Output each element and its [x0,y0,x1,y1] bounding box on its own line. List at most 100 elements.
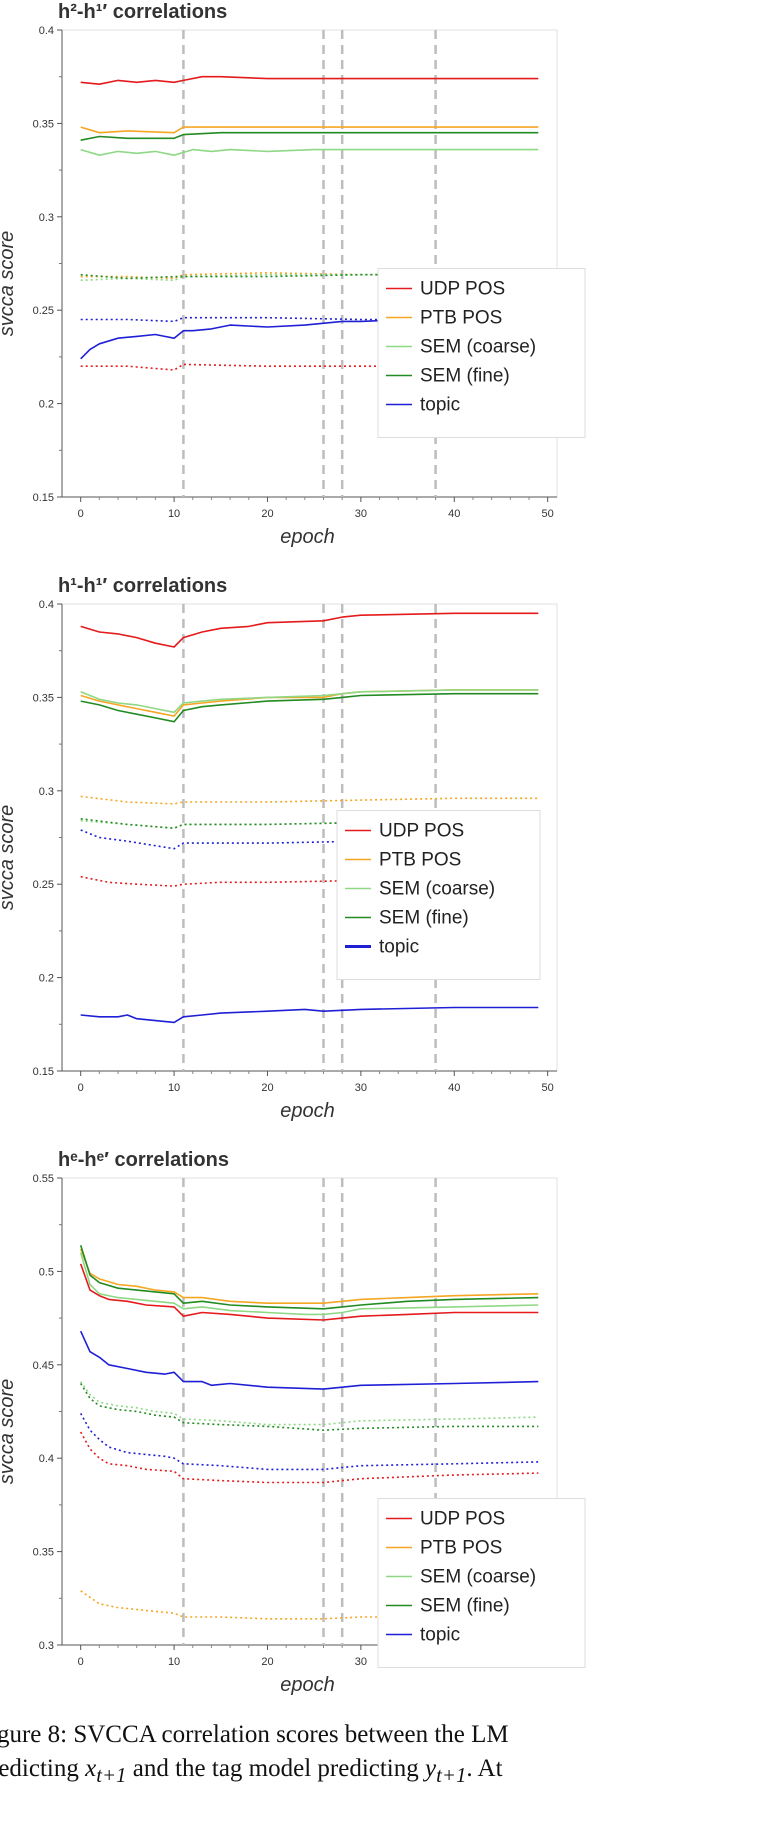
x-tick-label: 40 [448,1082,460,1094]
y-axis-label: svcca score [0,805,18,911]
y-tick-label: 0.4 [39,25,54,37]
x-tick-label: 30 [355,1082,367,1094]
series-line-0 [80,75,539,85]
series-line-6 [79,1244,539,1310]
x-tick-label: 0 [78,1656,84,1668]
series-line-9 [80,316,539,323]
series-line-3 [80,795,539,805]
y-axis-label: svcca score [0,231,18,337]
caption-text-c: . At [466,1755,503,1782]
x-tick-label: 0 [78,508,84,520]
chart-title: h²-h¹′ correlations [58,1,227,23]
x-axis-label: epoch [280,1674,335,1696]
y-tick-label: 0.35 [33,692,54,704]
legend-label: PTB POS [420,1538,502,1559]
y-tick-label: 0.3 [39,212,54,224]
x-tick-label: 20 [261,1082,273,1094]
legend-label: UDP POS [420,1509,505,1530]
series-line-6 [80,131,539,141]
caption-sub-y: t+1 [436,1763,467,1787]
series-line-8 [80,318,539,360]
y-tick-label: 0.25 [33,305,54,317]
legend-box [336,810,541,980]
x-tick-label: 40 [448,508,460,520]
figure-caption: igure 8: SVCCA correlation scores betwee… [0,1718,784,1792]
legend-label: UDP POS [379,821,464,842]
x-tick-label: 30 [355,1656,367,1668]
chart-title: hᵉ-hᵉ′ correlations [58,1149,229,1171]
series-line-1 [80,363,539,371]
x-tick-label: 10 [168,508,180,520]
legend-label: SEM (coarse) [420,337,536,358]
y-tick-label: 0.4 [39,599,54,611]
legend-label: SEM (coarse) [420,1567,536,1588]
y-tick-label: 0.45 [33,1360,54,1372]
series-line-1 [79,1431,539,1484]
y-tick-label: 0.15 [33,1066,54,1078]
x-tick-label: 20 [261,1656,273,1668]
series-line-3 [80,271,539,280]
y-tick-label: 0.3 [39,1640,54,1652]
legend-label: UDP POS [420,279,505,300]
legend-box [377,1498,586,1668]
x-tick-label: 50 [542,1082,554,1094]
chart-3: hᵉ-hᵉ′ correlations 0.3 0.35 0.4 0.45 0.5 0.55… [0,1149,586,1696]
x-tick-label: 30 [355,508,367,520]
legend-box [377,268,586,438]
legend-label: topic [379,937,419,958]
legend-label: SEM (fine) [420,366,510,387]
series-line-5 [80,1381,539,1426]
y-tick-label: 0.2 [39,399,54,411]
y-tick-label: 0.35 [33,1547,54,1559]
series-line-2 [79,1248,539,1304]
x-tick-label: 20 [261,508,273,520]
x-axis-label: epoch [280,1100,335,1122]
caption-text-b: and the tag model predicting [126,1755,426,1782]
legend-label: SEM (fine) [379,908,469,929]
series-line-8 [80,1006,539,1024]
series-line-0 [80,612,539,648]
chart-2: h¹-h¹′ correlations 0.15 0.2 0.25 0.3 0.35 0.4… [0,575,558,1122]
y-tick-label: 0.4 [39,1453,54,1465]
x-tick-label: 10 [168,1082,180,1094]
x-tick-label: 10 [168,1656,180,1668]
legend-label: topic [420,1625,460,1646]
series-line-0 [79,1263,539,1321]
series-line-7 [80,1383,539,1431]
x-axis-label: epoch [280,526,335,548]
x-tick-label: 0 [78,1082,84,1094]
series-line-2 [80,126,539,134]
caption-line-2: redicting xt+1 and the tag model predict… [0,1752,784,1792]
y-tick-label: 0.35 [33,118,54,130]
y-tick-label: 0.25 [33,879,54,891]
series-line-4 [80,689,539,714]
legend-label: PTB POS [379,850,461,871]
chart-1: h²-h¹′ correlations 0.15 0.2 0.25 0.3 0.35 0.4… [0,1,586,548]
y-tick-label: 0.2 [39,973,54,985]
y-tick-label: 0.55 [33,1173,54,1185]
series-line-5 [80,273,539,282]
caption-var-x: x [85,1755,97,1782]
caption-line-1: igure 8: SVCCA correlation scores betwee… [0,1721,509,1748]
y-axis-label: svcca score [0,1379,18,1485]
series-line-4 [80,148,539,156]
legend-label: SEM (coarse) [379,879,495,900]
y-tick-label: 0.15 [33,492,54,504]
chart-title: h¹-h¹′ correlations [58,575,227,597]
legend-label: PTB POS [420,308,502,329]
y-tick-label: 0.3 [39,786,54,798]
legend-label: SEM (fine) [420,1596,510,1617]
x-tick-label: 50 [542,508,554,520]
caption-text-a: redicting [0,1755,79,1782]
caption-sub-x: t+1 [96,1763,127,1787]
y-tick-label: 0.5 [39,1266,54,1278]
series-line-6 [80,692,539,723]
caption-var-y: y [425,1755,437,1782]
series-line-3 [80,1590,539,1620]
figure-charts: h²-h¹′ correlations 0.15 0.2 0.25 0.3 0.35 0.4… [0,1,586,1696]
series-line-9 [80,1413,539,1471]
series-line-7 [80,818,539,830]
series-line-8 [79,1330,539,1390]
series-line-4 [79,1252,539,1316]
legend-label: topic [420,395,460,416]
